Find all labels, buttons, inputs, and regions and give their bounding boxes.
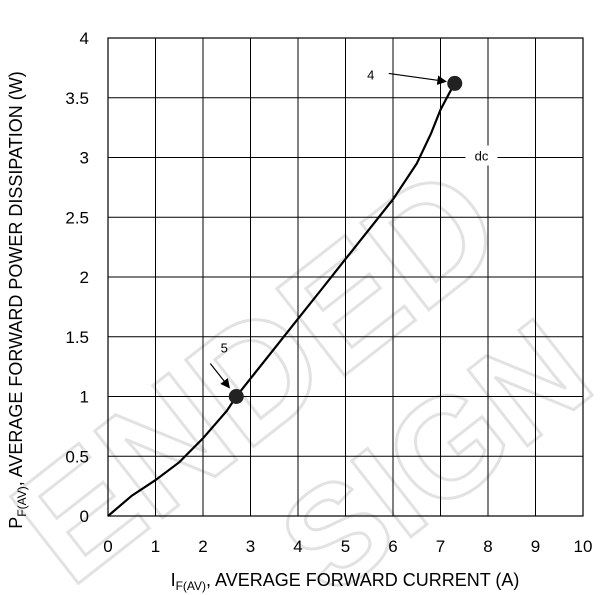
x-axis-title: IF(AV), AVERAGE FORWARD CURRENT (A)	[171, 570, 520, 593]
callout-arrow-4	[388, 72, 447, 85]
y-tick-label: 2	[80, 268, 89, 287]
plot-grid	[107, 37, 584, 517]
data-marker-5	[228, 389, 244, 404]
series-label-background	[465, 145, 498, 166]
data-marker-4	[447, 75, 463, 91]
series-line-dc	[107, 82, 456, 517]
x-tick-label: 6	[388, 537, 397, 556]
plot-frame	[107, 37, 584, 517]
x-tick-label: 5	[341, 537, 350, 556]
y-tick-label: 1	[80, 388, 89, 407]
x-tick-label: 3	[246, 537, 255, 556]
data-series	[107, 82, 456, 517]
series-label-dc: dc	[475, 149, 489, 164]
x-tick-label: 7	[436, 537, 445, 556]
watermark: ENDED SIGN	[0, 129, 605, 595]
y-axis-title: PF(AV), AVERAGE FORWARD POWER DISSIPATIO…	[6, 71, 29, 529]
x-tick-label: 10	[574, 537, 593, 556]
callout-label-4: 4	[367, 67, 374, 82]
y-tick-label: 3.5	[65, 89, 89, 108]
x-tick-label: 1	[151, 537, 160, 556]
x-tick-label: 2	[198, 537, 207, 556]
x-tick-label: 0	[103, 537, 112, 556]
annotations: dc 4 5	[209, 67, 498, 404]
y-tick-label: 1.5	[65, 328, 89, 347]
x-tick-label: 4	[293, 537, 302, 556]
y-tick-label: 0.5	[65, 447, 89, 466]
x-tick-label: 8	[483, 537, 492, 556]
y-tick-label: 4	[80, 29, 89, 48]
x-tick-label: 9	[531, 537, 540, 556]
y-tick-label: 3	[80, 149, 89, 168]
callout-arrow-5	[209, 363, 230, 389]
tick-labels: 0 1 2 3 4 5 6 7 8 9 10 0 0.5 1 1.5 2 2.5 3 3.5 4	[65, 29, 592, 556]
y-tick-label: 2.5	[65, 208, 89, 227]
y-tick-label: 0	[80, 507, 89, 526]
callout-label-5: 5	[221, 341, 228, 356]
